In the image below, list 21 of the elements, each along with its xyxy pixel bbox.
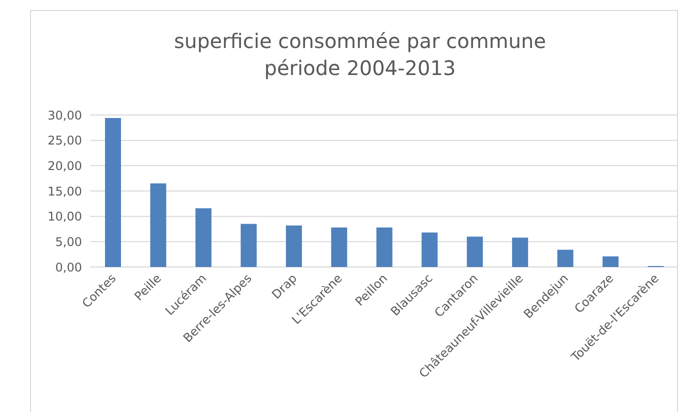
bar xyxy=(331,227,348,267)
bar xyxy=(105,118,121,267)
y-tick-label: 5,00 xyxy=(55,234,82,249)
bar xyxy=(240,224,257,267)
chart-subtitle: période 2004-2013 xyxy=(263,55,457,82)
y-tick-label: 30,00 xyxy=(48,108,82,122)
y-tick-label: 25,00 xyxy=(48,134,82,148)
y-tick-label: 20,00 xyxy=(48,158,82,173)
y-tick-label: 0,00 xyxy=(55,260,82,274)
bar xyxy=(557,250,574,267)
y-tick-label: 15,00 xyxy=(48,184,82,198)
bar xyxy=(466,236,483,267)
bar xyxy=(150,183,166,267)
bar xyxy=(422,232,438,267)
bar xyxy=(602,256,619,267)
chart-title: superficie consommée par commune xyxy=(172,28,547,55)
y-tick-label: 10,00 xyxy=(48,210,82,224)
bar xyxy=(376,227,392,267)
bar xyxy=(195,208,212,267)
bar xyxy=(286,225,302,267)
bar xyxy=(512,238,528,267)
